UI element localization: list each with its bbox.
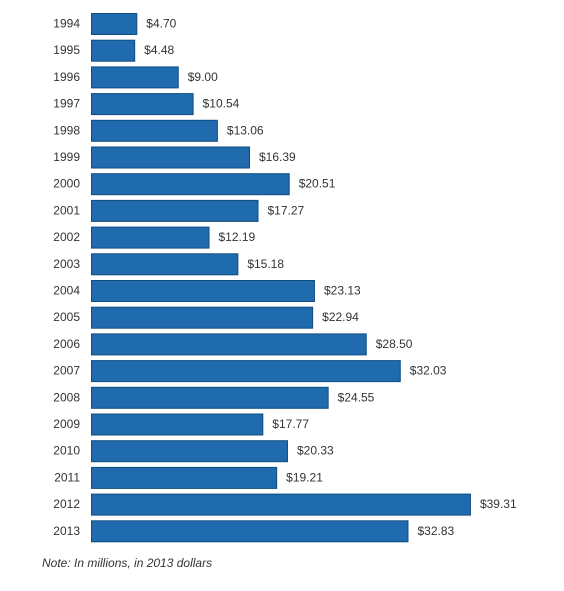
bar-2012 [91, 493, 471, 516]
value-label-1996: $9.00 [188, 70, 218, 84]
bar-2008 [91, 386, 329, 409]
bar-2005 [91, 306, 314, 329]
bar-2004 [91, 280, 315, 302]
bar-1999 [91, 146, 250, 169]
bar-2009 [91, 413, 264, 436]
category-label-2007: 2007 [53, 364, 80, 378]
category-label-2010: 2010 [53, 444, 80, 458]
bar-2010 [91, 440, 288, 463]
category-label-2003: 2003 [53, 257, 80, 271]
bar-2003 [91, 253, 239, 276]
category-label-2009: 2009 [53, 417, 80, 431]
bar-2011 [91, 466, 278, 489]
value-label-2001: $17.27 [267, 203, 304, 217]
value-label-2011: $19.21 [286, 470, 323, 484]
bar-1996 [91, 66, 179, 89]
category-label-2011: 2011 [54, 470, 80, 484]
bar-2000 [91, 173, 290, 196]
value-label-2002: $12.19 [219, 230, 256, 244]
category-label-2002: 2002 [53, 230, 80, 244]
value-label-1994: $4.70 [146, 17, 176, 31]
value-label-2003: $15.18 [247, 257, 284, 271]
bar-2001 [91, 199, 259, 222]
category-label-1994: 1994 [53, 17, 80, 31]
value-label-2000: $20.51 [299, 177, 336, 191]
value-label-2005: $22.94 [322, 310, 359, 324]
category-label-2013: 2013 [53, 524, 80, 538]
chart-note: Note: In millions, in 2013 dollars [42, 556, 213, 570]
bar-2007 [91, 360, 401, 383]
bar-1994 [91, 13, 138, 35]
category-label-2000: 2000 [53, 177, 80, 191]
value-label-1997: $10.54 [203, 97, 240, 111]
category-label-1998: 1998 [53, 123, 80, 137]
bar-1997 [91, 93, 194, 116]
value-label-1998: $13.06 [227, 123, 264, 137]
value-label-2008: $24.55 [338, 390, 375, 404]
category-label-2005: 2005 [53, 310, 80, 324]
category-label-1995: 1995 [53, 43, 80, 57]
category-label-2008: 2008 [53, 390, 80, 404]
category-label-1997: 1997 [53, 97, 80, 111]
bar-2002 [91, 226, 210, 249]
bar-2013 [91, 520, 409, 543]
category-label-2004: 2004 [53, 284, 80, 298]
value-label-2010: $20.33 [297, 444, 334, 458]
category-label-1999: 1999 [53, 150, 80, 164]
value-label-2004: $23.13 [324, 284, 361, 298]
value-label-1999: $16.39 [259, 150, 296, 164]
category-label-2001: 2001 [53, 203, 80, 217]
category-label-2006: 2006 [53, 337, 80, 351]
value-label-2012: $39.31 [480, 497, 517, 511]
bar-1995 [91, 39, 136, 62]
category-label-2012: 2012 [53, 497, 80, 511]
bar-2006 [91, 333, 367, 356]
value-label-2009: $17.77 [272, 417, 309, 431]
value-label-2007: $32.03 [410, 364, 447, 378]
value-label-2006: $28.50 [376, 337, 413, 351]
value-label-2013: $32.83 [417, 524, 454, 538]
bar-1998 [91, 119, 218, 142]
value-label-1995: $4.48 [144, 43, 174, 57]
category-label-1996: 1996 [53, 70, 80, 84]
